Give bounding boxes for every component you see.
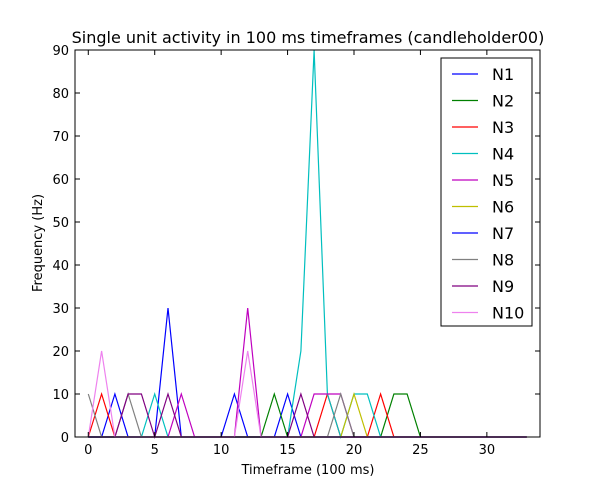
y-tick-label: 80	[52, 87, 69, 102]
x-tick-label: 0	[84, 443, 92, 458]
y-tick-label: 90	[52, 44, 69, 59]
legend: N1 N2 N3 N4 N5 N6 N7 N8 N9 N10	[440, 57, 533, 327]
legend-entries: N1 N2 N3 N4 N5 N6 N7 N8 N9 N10	[452, 65, 524, 323]
y-tick-label: 70	[52, 130, 69, 145]
legend-label-n5: N5	[492, 171, 514, 190]
legend-label-n1: N1	[492, 65, 514, 84]
legend-label-n10: N10	[492, 304, 524, 323]
legend-label-n9: N9	[492, 277, 514, 296]
x-tick-label: 20	[346, 443, 363, 458]
x-tick-label: 5	[151, 443, 159, 458]
x-tick-label: 25	[412, 443, 429, 458]
y-tick-label: 40	[52, 259, 69, 274]
y-tick-label: 50	[52, 216, 69, 231]
x-tick-label: 10	[213, 443, 230, 458]
y-axis-label: Frequency (Hz)	[31, 194, 46, 292]
x-axis-label: Timeframe (100 ms)	[240, 463, 374, 478]
legend-label-n8: N8	[492, 251, 514, 270]
y-tick-label: 20	[52, 345, 69, 360]
legend-label-n2: N2	[492, 92, 514, 111]
plot-frame	[74, 49, 541, 438]
x-tick-label: 15	[279, 443, 296, 458]
chart-title: Single unit activity in 100 ms timeframe…	[72, 28, 545, 47]
legend-box	[440, 57, 533, 327]
y-tick-label: 60	[52, 173, 69, 188]
legend-label-n6: N6	[492, 198, 514, 217]
y-tick-labels: 0 10 20 30 40 50 60 70 80 90	[52, 44, 69, 446]
y-tick-label: 30	[52, 302, 69, 317]
y-tick-label: 0	[61, 431, 69, 446]
legend-label-n7: N7	[492, 224, 514, 243]
legend-label-n3: N3	[492, 118, 514, 137]
x-tick-label: 30	[479, 443, 496, 458]
y-tick-label: 10	[52, 388, 69, 403]
x-tick-labels: 0 5 10 15 20 25 30	[84, 443, 495, 458]
legend-label-n4: N4	[492, 145, 514, 164]
